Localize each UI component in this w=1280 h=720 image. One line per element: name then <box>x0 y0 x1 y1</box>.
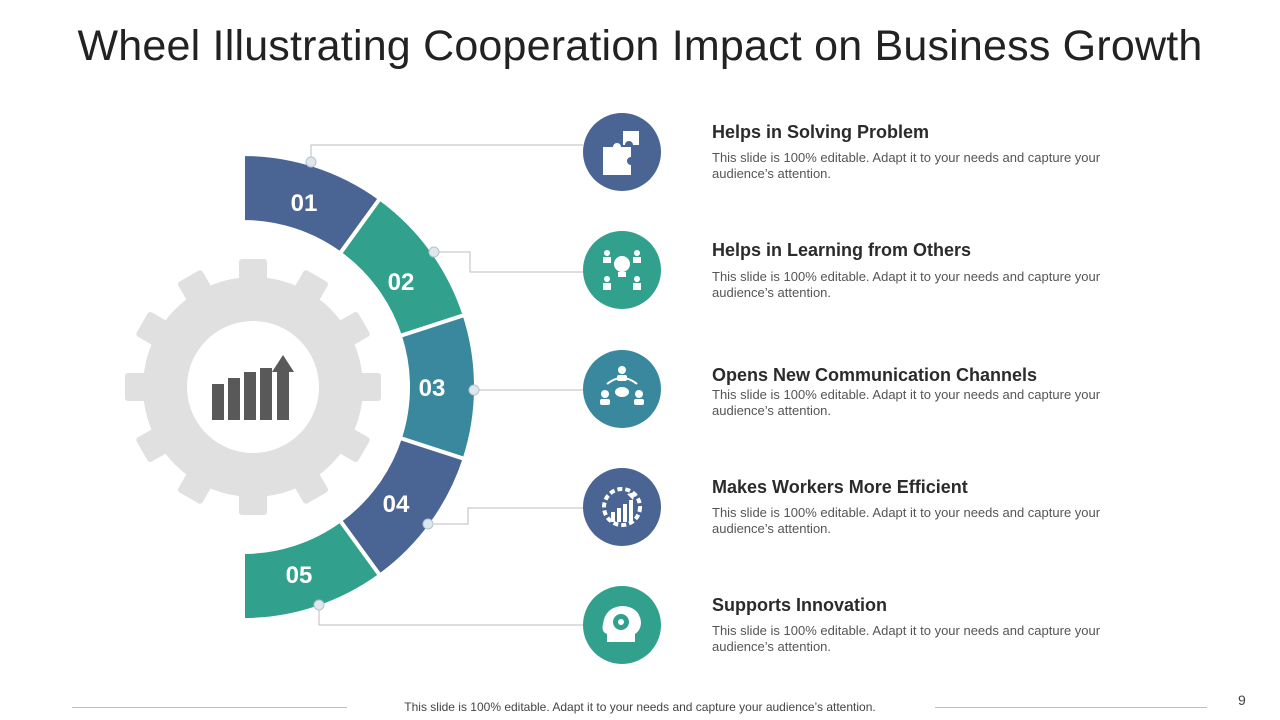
item-desc-1: This slide is 100% editable. Adapt it to… <box>712 150 1101 181</box>
gear-tooth <box>177 270 218 312</box>
gear-tooth <box>288 462 329 504</box>
segment-label-01: 01 <box>291 190 318 217</box>
item-desc-2: This slide is 100% editable. Adapt it to… <box>712 269 1101 300</box>
head-gear-icon <box>583 586 661 664</box>
gear-tooth <box>328 311 370 352</box>
footer-line-right <box>935 707 1207 708</box>
segment-label-04: 04 <box>383 491 410 518</box>
connector-lines <box>310 144 583 626</box>
puzzle-icon <box>583 113 661 191</box>
gear-tooth <box>239 259 267 293</box>
gear-tooth <box>136 422 178 463</box>
connector-dots <box>305 156 480 611</box>
item-title-5: Supports Innovation <box>712 595 887 615</box>
dot-3 <box>468 384 480 396</box>
item-title-1: Helps in Solving Problem <box>712 122 930 142</box>
gear-tooth <box>125 373 159 401</box>
footer-line-left <box>72 707 347 708</box>
efficiency-gear-chart-icon <box>583 468 661 546</box>
footer-text: This slide is 100% editable. Adapt it to… <box>404 700 876 714</box>
connector-4 <box>428 507 583 525</box>
gear-tooth <box>239 481 267 515</box>
segment-label-05: 05 <box>286 562 313 589</box>
dot-4 <box>422 518 434 530</box>
segment-label-02: 02 <box>388 269 415 296</box>
connector-5 <box>318 605 583 626</box>
wheel-diagram: 01 02 03 04 05 <box>125 144 583 626</box>
communication-icon <box>583 350 661 428</box>
gear-tooth <box>328 422 370 463</box>
team-idea-icon <box>583 231 661 309</box>
dot-1 <box>305 156 317 168</box>
item-desc-5: This slide is 100% editable. Adapt it to… <box>712 623 1101 654</box>
connector-1 <box>310 144 583 162</box>
item-title-2: Helps in Learning from Others <box>712 240 972 260</box>
slide-title: Wheel Illustrating Cooperation Impact on… <box>77 22 1203 70</box>
page-number: 9 <box>1238 692 1246 708</box>
gear-tooth <box>177 462 218 504</box>
growth-bar-chart-icon <box>212 355 294 420</box>
gear-tooth <box>136 311 178 352</box>
item-desc-3: This slide is 100% editable. Adapt it to… <box>712 387 1101 418</box>
dot-2 <box>428 246 440 258</box>
segment-label-03: 03 <box>419 375 446 402</box>
connector-2 <box>434 251 583 273</box>
item-desc-4: This slide is 100% editable. Adapt it to… <box>712 505 1101 536</box>
item-title-3: Opens New Communication Channels <box>712 365 1038 385</box>
dot-5 <box>313 599 325 611</box>
item-title-4: Makes Workers More Efficient <box>712 477 968 497</box>
gear-tooth <box>288 270 329 312</box>
wheel-segment-05 <box>241 517 383 623</box>
gear-tooth <box>347 373 381 401</box>
